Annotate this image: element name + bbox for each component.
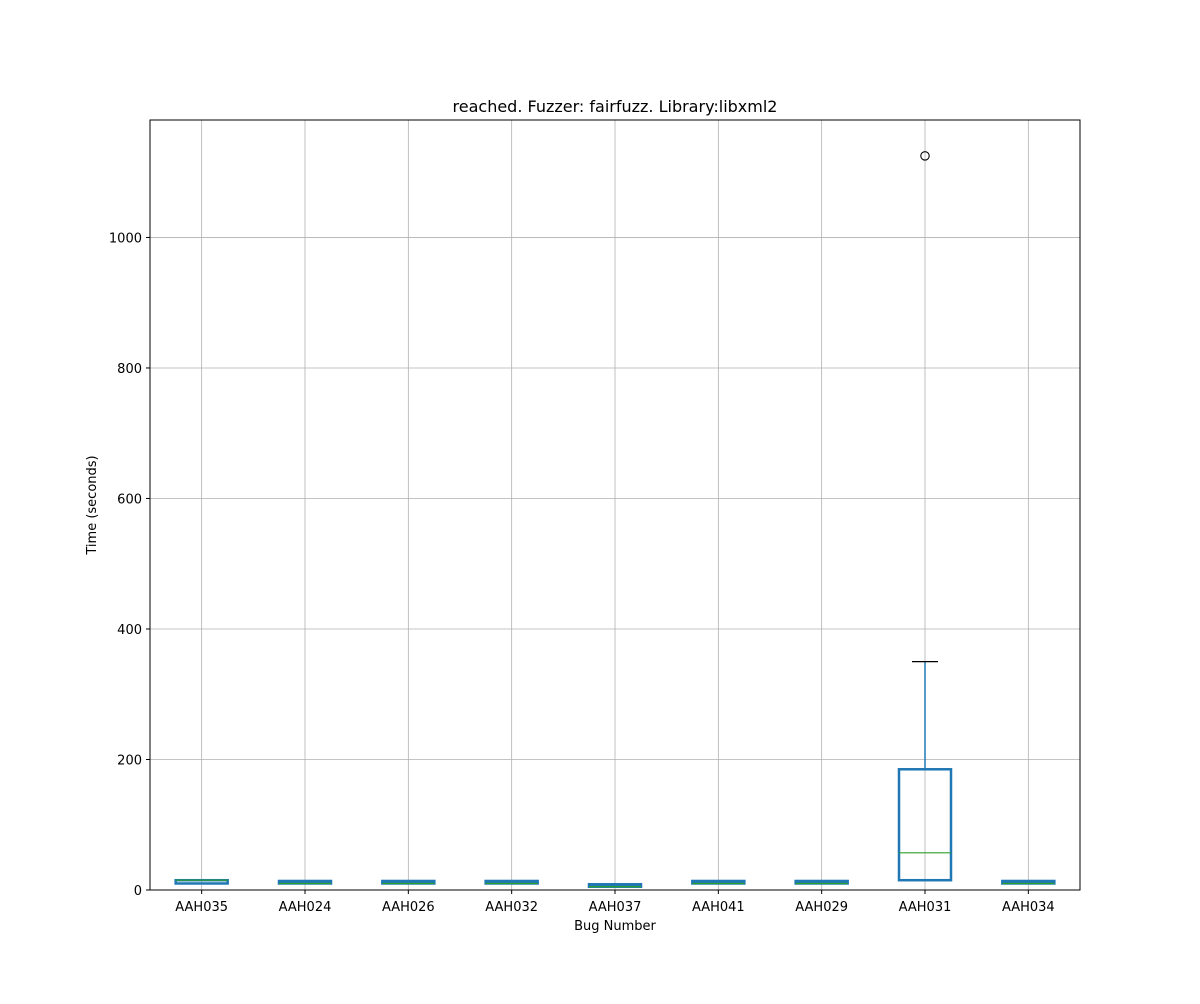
x-tick-label: AAH032 — [485, 900, 538, 915]
y-tick-label: 200 — [117, 753, 142, 768]
x-tick-label: AAH031 — [899, 900, 952, 915]
x-tick-label: AAH034 — [1002, 900, 1055, 915]
box-group-aah031 — [897, 151, 953, 882]
box-group-aah024 — [277, 879, 333, 885]
box-group-aah041 — [691, 879, 746, 885]
grid-layer — [150, 120, 1080, 891]
x-tick-label: AAH035 — [175, 900, 228, 915]
box-group-aah029 — [794, 879, 849, 885]
y-tick-label: 400 — [117, 623, 142, 638]
x-tick-label: AAH026 — [382, 900, 435, 915]
box-group-aah026 — [381, 879, 436, 885]
box-group-aah034 — [1001, 879, 1056, 885]
box-iqr — [897, 768, 953, 882]
box-group-aah035 — [174, 878, 229, 885]
y-tick-label: 600 — [117, 492, 142, 507]
y-tick-label: 800 — [117, 362, 142, 377]
x-tick-label: AAH037 — [589, 900, 642, 915]
box-group-aah037 — [587, 882, 643, 888]
x-tick-label: AAH024 — [279, 900, 332, 915]
chart-title: reached. Fuzzer: fairfuzz. Library:libxm… — [453, 97, 778, 116]
tick-layer: 0 200 400 600 800 1000 AAH035 AAH024 AAH026 AAH03… — [109, 231, 1055, 915]
x-tick-label: AAH029 — [795, 900, 848, 915]
y-tick-label: 0 — [134, 884, 142, 899]
box-group-aah032 — [484, 879, 539, 885]
outlier-point — [920, 151, 930, 161]
x-axis-label: Bug Number — [574, 919, 656, 934]
box-layer — [174, 151, 1056, 888]
y-axis-label: Time (seconds) — [85, 455, 100, 555]
x-tick-label: AAH041 — [692, 900, 745, 915]
y-tick-label: 1000 — [109, 231, 142, 246]
